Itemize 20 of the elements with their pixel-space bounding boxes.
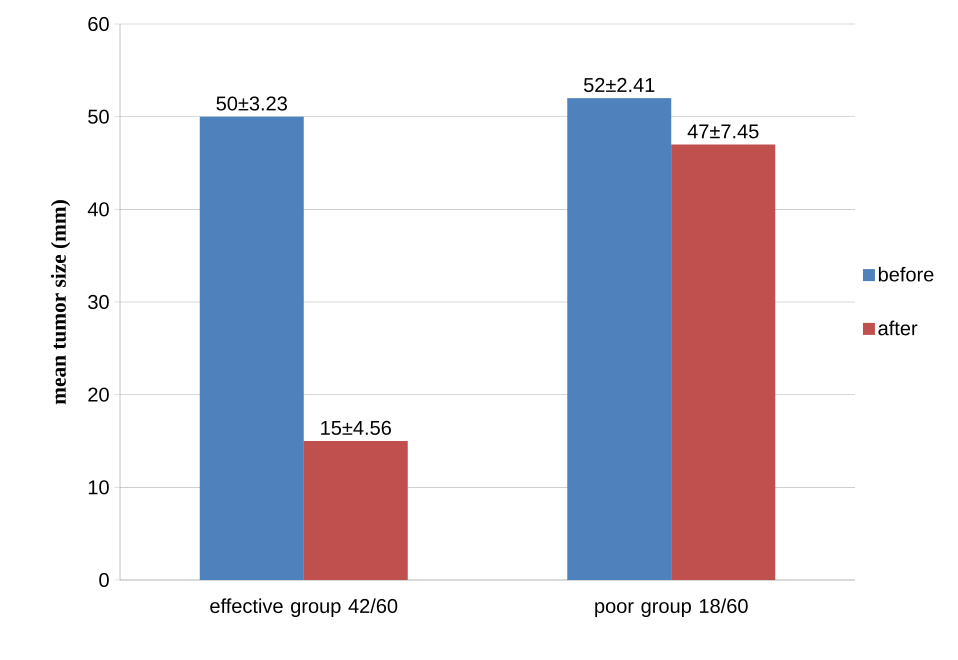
- y-tick-label: 20: [88, 388, 109, 402]
- data-label: 15±4.56: [321, 420, 391, 435]
- y-tick-label: 60: [88, 16, 109, 32]
- bar: [200, 116, 304, 580]
- legend-label: before: [878, 266, 934, 282]
- y-axis-title: mean tumor size (mm): [50, 200, 70, 404]
- y-tick-label: 50: [88, 110, 109, 124]
- bar: [671, 144, 776, 580]
- x-tick-label: poor group 18/60: [595, 598, 748, 618]
- data-label: 50±3.23: [216, 96, 287, 111]
- y-tick-label: 0: [99, 572, 109, 588]
- bar: [567, 98, 672, 580]
- data-label: 47±7.45: [688, 124, 758, 138]
- legend-label: after: [878, 320, 918, 336]
- y-tick-label: 30: [88, 294, 109, 310]
- y-tick-label: 40: [88, 202, 109, 216]
- y-tick-label: 10: [88, 480, 109, 494]
- x-tick-label: effective group 42/60: [210, 598, 398, 618]
- data-label: 52±2.41: [584, 78, 654, 92]
- bar: [304, 440, 408, 580]
